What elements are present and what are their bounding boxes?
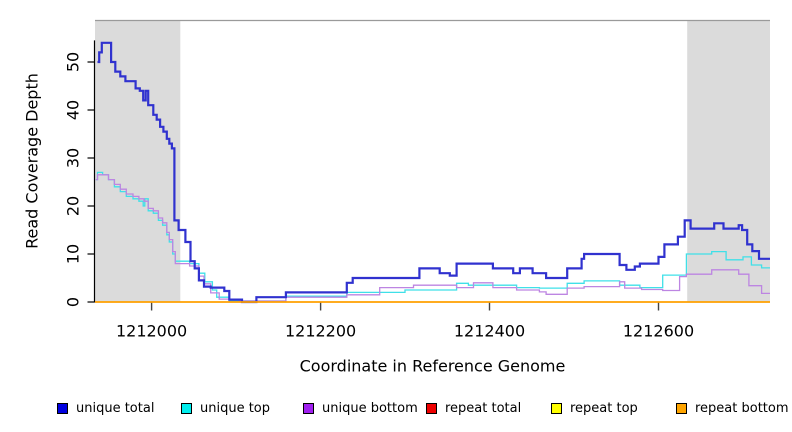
legend-swatch-unique-top-icon — [181, 402, 192, 414]
legend-swatch-repeat-top-icon — [551, 402, 562, 414]
legend-label: repeat top — [570, 400, 638, 416]
legend-item-unique-bottom: unique bottom — [303, 400, 418, 416]
y-axis-tick-label: 0 — [63, 296, 83, 308]
legend-label: unique total — [76, 400, 155, 416]
legend-swatch-repeat-bottom-icon — [676, 402, 687, 414]
legend-label: repeat bottom — [695, 400, 789, 416]
legend-swatch-unique-total-icon — [57, 402, 68, 414]
legend-label: repeat total — [445, 400, 522, 416]
series-line-unique-bottom — [95, 174, 770, 302]
x-axis-tick-label: 1212600 — [622, 321, 695, 341]
legend-label: unique bottom — [322, 400, 418, 416]
legend-item-repeat-total: repeat total — [426, 400, 522, 416]
y-axis-title: Read Coverage Depth — [22, 73, 42, 249]
series-line-unique-top — [95, 171, 770, 302]
legend-item-unique-top: unique top — [181, 400, 271, 416]
x-axis-tick-label: 1212400 — [453, 321, 526, 341]
x-axis-tick-label: 1212000 — [115, 321, 188, 341]
legend-item-unique-total: unique total — [57, 400, 155, 416]
x-axis-tick-label: 1212200 — [284, 321, 357, 341]
y-axis-tick-label: 30 — [63, 147, 83, 169]
x-axis-title: Coordinate in Reference Genome — [299, 356, 566, 376]
legend-label: unique top — [200, 400, 271, 416]
legend-swatch-unique-bottom-icon — [303, 402, 314, 414]
y-axis-tick-label: 20 — [63, 195, 83, 217]
y-axis-tick-label: 10 — [63, 243, 83, 265]
legend-swatch-repeat-total-icon — [426, 402, 437, 414]
y-axis-tick-label: 50 — [63, 51, 83, 73]
legend-item-repeat-top: repeat top — [551, 400, 638, 416]
series-line-unique-total — [97, 41, 770, 304]
shaded-region — [95, 20, 181, 302]
y-axis-tick-label: 40 — [63, 99, 83, 121]
legend-item-repeat-bottom: repeat bottom — [676, 400, 789, 416]
